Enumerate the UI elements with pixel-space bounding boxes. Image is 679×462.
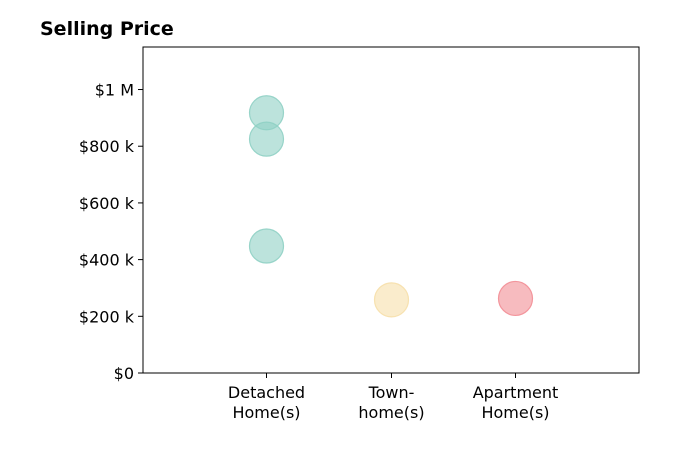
x-tick-label-line: Home(s) — [232, 403, 300, 422]
x-tick-label-line: Town- — [368, 383, 415, 402]
y-tick-label: $0 — [114, 364, 134, 383]
plot-frame — [142, 46, 640, 374]
y-tick-label: $400 k — [79, 251, 135, 270]
y-tick-label: $200 k — [79, 307, 135, 326]
data-point — [373, 282, 410, 318]
y-tick-label: $800 k — [79, 137, 135, 156]
y-tick-label: $600 k — [79, 194, 135, 213]
data-point — [248, 228, 285, 264]
x-tick-label: Detached Home(s) — [228, 383, 305, 422]
y-tick-label: $1 M — [95, 81, 134, 100]
x-tick-label-line: Detached — [228, 383, 305, 402]
chart-title: Selling Price — [40, 18, 174, 40]
data-points — [248, 95, 534, 318]
data-point — [248, 121, 285, 157]
x-tick-label-line: home(s) — [358, 403, 424, 422]
x-tick-label: Town-home(s) — [358, 383, 424, 422]
data-point — [497, 280, 534, 317]
x-tick-label-line: Home(s) — [481, 403, 549, 422]
x-tick-label: Apartment Home(s) — [473, 383, 559, 422]
y-axis: $0 $200 k $400 k $600 k $800 k $1 M — [79, 81, 143, 383]
x-tick-label-line: Apartment — [473, 383, 559, 402]
x-axis: Detached Home(s)Town-home(s)Apartment Home… — [228, 373, 558, 422]
